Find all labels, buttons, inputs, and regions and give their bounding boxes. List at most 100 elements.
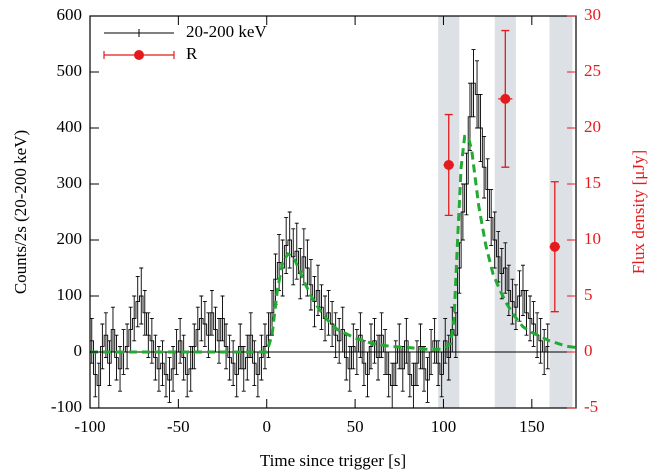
error-bar — [96, 362, 101, 408]
y-tick-label: 300 — [57, 173, 83, 192]
error-bar — [319, 284, 324, 331]
x-tick-label: 100 — [431, 417, 457, 436]
error-bar — [103, 312, 108, 359]
y-tick-label: 0 — [74, 341, 83, 360]
error-bar — [110, 306, 115, 353]
x-tick-label: 50 — [347, 417, 364, 436]
error-bar — [475, 60, 480, 129]
x-tick-label: 150 — [519, 417, 545, 436]
error-bar — [142, 289, 147, 336]
error-bar — [118, 345, 123, 392]
error-bar — [178, 317, 183, 364]
error-bar — [337, 317, 342, 364]
error-bar — [333, 312, 338, 359]
error-bar — [368, 323, 373, 370]
y2-tick-label: 30 — [584, 5, 601, 24]
error-bar — [181, 334, 186, 381]
legend-label: 20-200 keV — [186, 22, 267, 41]
error-bar — [227, 334, 232, 381]
error-bar — [471, 49, 476, 118]
error-bar — [326, 289, 331, 336]
y2-tick-label: 10 — [584, 229, 601, 248]
error-bar — [422, 345, 427, 392]
error-bar — [149, 317, 154, 364]
error-bar — [379, 312, 384, 359]
error-bar — [312, 275, 317, 328]
error-bar — [383, 329, 388, 375]
error-bar — [199, 295, 204, 342]
y2-tick-label: 15 — [584, 173, 601, 192]
error-bar — [308, 259, 313, 311]
error-bar — [262, 323, 267, 370]
error-bar — [266, 312, 271, 359]
error-bar — [351, 323, 356, 370]
error-bar — [365, 351, 370, 398]
error-bar — [390, 362, 395, 408]
error-bar — [153, 334, 158, 381]
error-bar — [376, 334, 381, 381]
error-bar — [443, 317, 448, 364]
error-bar — [146, 312, 151, 359]
r-point — [549, 241, 560, 252]
y-tick-label: 200 — [57, 229, 83, 248]
error-bar — [209, 289, 214, 336]
error-bar — [206, 312, 211, 359]
shaded-interval — [494, 16, 516, 408]
r-point — [500, 93, 511, 104]
y2-tick-label: 25 — [584, 61, 601, 80]
error-bar — [160, 340, 165, 387]
r-point — [443, 159, 454, 170]
error-bar — [125, 323, 130, 370]
error-bar — [135, 275, 140, 328]
legend-symbol — [104, 29, 174, 37]
error-bar — [259, 334, 264, 381]
y2-tick-label: -5 — [584, 397, 598, 416]
error-bar — [432, 317, 437, 364]
axes-frame — [89, 15, 577, 409]
error-bar — [425, 357, 430, 403]
y2-axis-label: Flux density [μJy] — [629, 150, 648, 274]
error-bar — [340, 306, 345, 353]
error-bar — [231, 340, 236, 387]
error-bar — [503, 242, 508, 294]
error-bar — [499, 247, 504, 300]
shaded-interval — [549, 16, 573, 408]
error-bar — [294, 222, 299, 280]
error-bar — [545, 323, 550, 370]
error-bar — [439, 351, 444, 398]
error-bar — [139, 267, 144, 325]
error-bar — [100, 323, 105, 370]
error-bar — [407, 351, 412, 398]
error-bar — [248, 312, 253, 359]
histogram-line — [90, 82, 550, 387]
error-bar — [156, 345, 161, 392]
error-bar — [414, 340, 419, 387]
error-bar — [347, 345, 352, 392]
error-bar — [107, 340, 112, 387]
legend-symbol — [134, 50, 144, 60]
error-bar — [482, 135, 487, 199]
error-bar — [464, 152, 469, 216]
error-bar — [284, 217, 289, 275]
y2-tick-label: 0 — [584, 341, 593, 360]
error-bar — [429, 329, 434, 375]
error-bar — [220, 295, 225, 342]
error-bar — [358, 312, 363, 359]
x-tick-label: 0 — [262, 417, 271, 436]
y2-tick-label: 20 — [584, 117, 601, 136]
y-tick-label: 100 — [57, 285, 83, 304]
error-bar — [485, 158, 490, 221]
y-tick-label: 400 — [57, 117, 83, 136]
error-bar — [404, 317, 409, 364]
error-bar — [174, 329, 179, 375]
error-bar — [217, 317, 222, 364]
error-bar — [372, 317, 377, 364]
error-bar — [192, 323, 197, 370]
error-bar — [510, 278, 515, 325]
error-bar — [202, 301, 207, 347]
error-bar — [238, 323, 243, 370]
error-bar — [520, 264, 525, 317]
error-bar — [460, 183, 465, 241]
error-bar — [167, 357, 172, 403]
